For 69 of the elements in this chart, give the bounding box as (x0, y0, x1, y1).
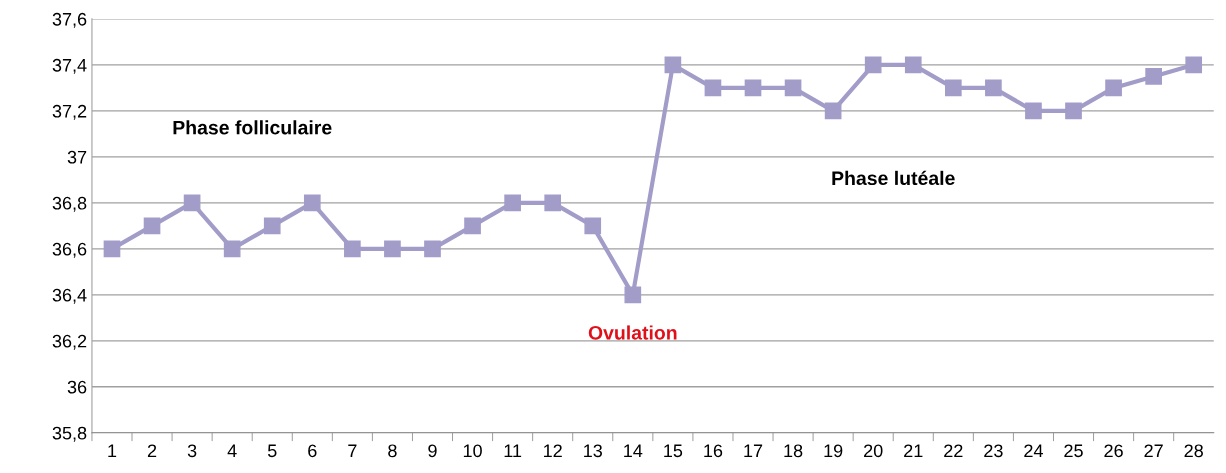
y-tick-label: 37,2 (52, 104, 87, 120)
x-tick-label: 13 (584, 444, 602, 458)
point (624, 286, 642, 304)
point (424, 240, 441, 258)
x-tick-label: 22 (944, 444, 963, 457)
y-tick-label: 35,8 (52, 426, 87, 442)
point (1065, 102, 1082, 120)
y-tick-label: 36,6 (52, 242, 87, 258)
point (344, 240, 361, 258)
y-tick-label: 37 (67, 150, 87, 164)
x-tick-label: 28 (1184, 444, 1203, 458)
x-tick-label: 15 (664, 444, 683, 458)
point (1105, 79, 1122, 97)
x-tick-label: 16 (704, 444, 723, 458)
x-tick-label: 12 (544, 444, 562, 457)
point (263, 217, 281, 235)
x-tick-label: 5 (267, 444, 277, 458)
point (584, 217, 602, 235)
annotation: Phase folliculaire (173, 120, 332, 135)
x-tick-label: 9 (428, 444, 437, 458)
point (744, 79, 762, 97)
y-tick-label: 36,2 (52, 334, 87, 350)
x-tick-label: 24 (1024, 444, 1043, 457)
y-tick-label: 37,6 (52, 12, 87, 28)
x-tick-label: 27 (1144, 444, 1163, 457)
point (784, 79, 802, 97)
x-tick-label: 2 (147, 444, 157, 457)
point (384, 240, 401, 258)
point (904, 56, 922, 74)
annotation: Phase lutéale (832, 170, 955, 186)
point (864, 56, 882, 74)
point (303, 194, 321, 212)
x-tick-label: 18 (784, 444, 803, 458)
y-tick-label: 36,4 (52, 288, 87, 304)
x-tick-label: 3 (187, 444, 197, 458)
point (1145, 68, 1162, 85)
x-tick-label: 1 (108, 444, 117, 457)
x-tick-label: 10 (463, 444, 482, 458)
point (1025, 102, 1042, 120)
x-tick-label: 4 (227, 444, 237, 457)
point (143, 217, 161, 235)
point (824, 102, 842, 120)
point (103, 240, 121, 258)
point (504, 194, 521, 212)
x-tick-label: 19 (824, 444, 843, 458)
point (223, 240, 241, 258)
y-tick-label: 36 (67, 380, 87, 394)
x-tick-label: 20 (864, 444, 883, 458)
x-tick-label: 7 (348, 444, 357, 457)
point (985, 79, 1002, 97)
point (1185, 56, 1203, 74)
x-tick-label: 14 (624, 444, 643, 457)
x-tick-label: 26 (1104, 444, 1123, 458)
x-tick-label: 25 (1064, 444, 1083, 458)
x-tick-label: 11 (504, 444, 522, 457)
point (704, 79, 722, 97)
x-tick-label: 17 (744, 444, 763, 457)
point (944, 79, 962, 97)
x-tick-label: 6 (308, 444, 317, 458)
point (664, 56, 682, 74)
point (544, 194, 562, 212)
point (464, 217, 481, 235)
x-tick-label: 23 (984, 444, 1003, 458)
point (183, 194, 201, 212)
x-tick-label: 21 (904, 444, 923, 457)
annotation: Ovulation (588, 325, 677, 340)
y-tick-label: 37,4 (52, 58, 87, 74)
x-tick-label: 8 (388, 444, 397, 458)
y-tick-label: 36,8 (52, 196, 87, 212)
